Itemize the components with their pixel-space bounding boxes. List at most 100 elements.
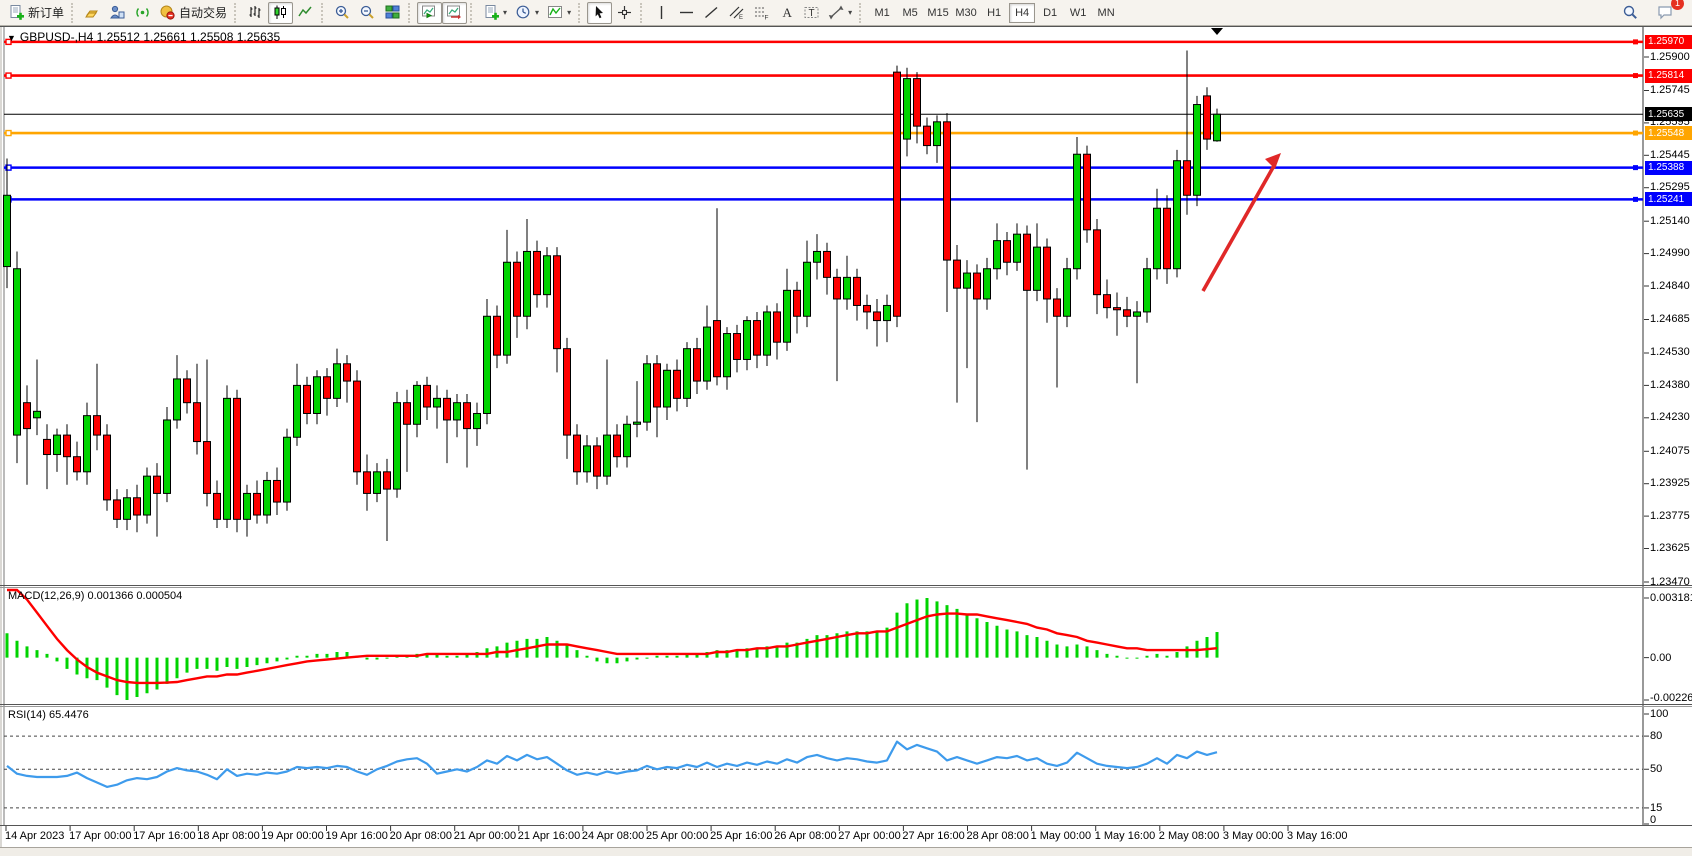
- toolbar-separator: [71, 2, 76, 23]
- new-order-button[interactable]: 新订单: [4, 2, 68, 24]
- status-bar: [0, 847, 1692, 856]
- candle: [153, 475, 161, 494]
- candle: [43, 438, 51, 456]
- candle: [423, 384, 431, 408]
- timeframe-d1-button[interactable]: D1: [1043, 6, 1058, 19]
- terminal-user-button[interactable]: [105, 2, 130, 24]
- template-button[interactable]: ▾: [543, 2, 575, 24]
- candle: [13, 268, 21, 436]
- chart-shift-button[interactable]: [442, 1, 468, 24]
- price-axis-tick: 1.25445: [1650, 148, 1690, 161]
- candle: [913, 78, 921, 127]
- text-label-button[interactable]: T: [799, 2, 824, 24]
- hline-handle[interactable]: [5, 164, 12, 171]
- hline-handle[interactable]: [1633, 196, 1638, 202]
- candle: [383, 471, 391, 490]
- price-axis-tick: 1.24840: [1650, 279, 1690, 292]
- candle-chart-button[interactable]: [268, 1, 294, 24]
- price-axis-tick: 1.24685: [1650, 313, 1690, 325]
- timeframe-h4-button[interactable]: H4: [1009, 2, 1036, 23]
- timeframe-m15-button[interactable]: M15: [927, 6, 949, 19]
- price-axis-tick: 1.24230: [1650, 411, 1690, 424]
- candle: [883, 304, 891, 322]
- candle: [1073, 153, 1081, 270]
- hline-handle[interactable]: [1633, 130, 1638, 136]
- fibonacci-button[interactable]: F: [749, 2, 774, 24]
- candle: [113, 499, 121, 520]
- candle: [623, 423, 631, 458]
- hline-handle[interactable]: [1633, 165, 1638, 171]
- time-axis-label: 27 Apr 00:00: [838, 830, 901, 842]
- time-axis-label: 21 Apr 00:00: [453, 830, 517, 842]
- timeframe-m30-button[interactable]: M30: [955, 6, 977, 19]
- crosshair-button[interactable]: [612, 2, 637, 24]
- zoom-out-button[interactable]: [355, 2, 380, 24]
- candle: [743, 320, 751, 360]
- auto-scroll-button[interactable]: [417, 1, 443, 24]
- gold-bar-button[interactable]: [80, 2, 105, 24]
- candle: [853, 276, 861, 306]
- chart-canvas[interactable]: [0, 26, 1692, 856]
- chat-button[interactable]: 1: [1653, 0, 1684, 24]
- autotrade-button[interactable]: 自动交易: [155, 2, 231, 24]
- hline-button[interactable]: [674, 2, 699, 24]
- candle: [303, 384, 311, 414]
- hline-handle[interactable]: [5, 72, 12, 79]
- candle: [293, 384, 301, 438]
- signal-button[interactable]: [130, 2, 155, 24]
- hline-handle[interactable]: [1633, 39, 1638, 45]
- shapes-button[interactable]: ▾: [824, 2, 856, 24]
- candle: [593, 445, 601, 477]
- candle: [1023, 233, 1031, 291]
- toolbar-separator: [408, 2, 413, 23]
- terminal-user-icon: [110, 5, 125, 19]
- timeframe-w1-button[interactable]: W1: [1069, 6, 1087, 19]
- candle: [503, 261, 511, 356]
- dropdown-caret-icon: ▾: [848, 8, 853, 17]
- price-axis-tick: 1.24530: [1650, 346, 1690, 359]
- candle: [373, 471, 381, 494]
- timeframe-mn-button[interactable]: MN: [1097, 6, 1115, 19]
- candle: [723, 333, 731, 378]
- candlestick-series[interactable]: [3, 50, 1221, 541]
- search-button[interactable]: [1618, 2, 1643, 24]
- chart-menu-icon[interactable]: ▼: [7, 33, 16, 43]
- candle: [713, 320, 721, 378]
- gold-bar-icon: [85, 10, 99, 18]
- zoom-in-button[interactable]: [330, 2, 355, 24]
- chart-window[interactable]: ▼ GBPUSD-,H4 1.25512 1.25661 1.25508 1.25…: [0, 26, 1692, 856]
- candle: [343, 363, 351, 382]
- timeframe-h1-button[interactable]: H1: [987, 6, 1002, 19]
- new-chart-button[interactable]: ▾: [479, 2, 511, 24]
- bar-chart-button[interactable]: [243, 2, 268, 24]
- trend-arrow-annotation[interactable]: [1201, 153, 1281, 292]
- candle: [663, 369, 671, 408]
- cursor-button[interactable]: [587, 1, 613, 24]
- candle: [543, 255, 551, 296]
- candle: [1113, 307, 1121, 311]
- candle: [473, 412, 481, 430]
- toolbar-separator: [234, 2, 239, 23]
- candle: [253, 492, 261, 516]
- vline-button[interactable]: [649, 2, 674, 24]
- candle: [453, 402, 461, 421]
- line-chart-button[interactable]: [293, 2, 318, 24]
- zoom-out-icon: [360, 5, 374, 19]
- time-axis-label: 24 Apr 08:00: [581, 830, 645, 842]
- text-button[interactable]: A: [774, 2, 799, 24]
- timeframe-m5-button[interactable]: M5: [902, 6, 918, 19]
- candle: [73, 456, 81, 473]
- candle: [523, 250, 531, 317]
- hline-handle[interactable]: [1633, 73, 1638, 79]
- hline-handle[interactable]: [5, 129, 12, 137]
- price-axis-tick: 1.25295: [1650, 181, 1690, 194]
- tile-windows-button[interactable]: [380, 2, 405, 24]
- rsi-axis-tick: 100: [1650, 708, 1669, 720]
- svg-text:A: A: [783, 5, 793, 20]
- channel-button[interactable]: E: [724, 2, 749, 24]
- timeframe-group: M1 M5 M15 M30 H1 H4 D1 W1 MN: [868, 0, 1120, 25]
- timeframe-m1-button[interactable]: M1: [874, 6, 890, 19]
- period-button[interactable]: ▾: [511, 2, 543, 24]
- hline-handle[interactable]: [5, 38, 12, 46]
- trendline-button[interactable]: [699, 2, 724, 24]
